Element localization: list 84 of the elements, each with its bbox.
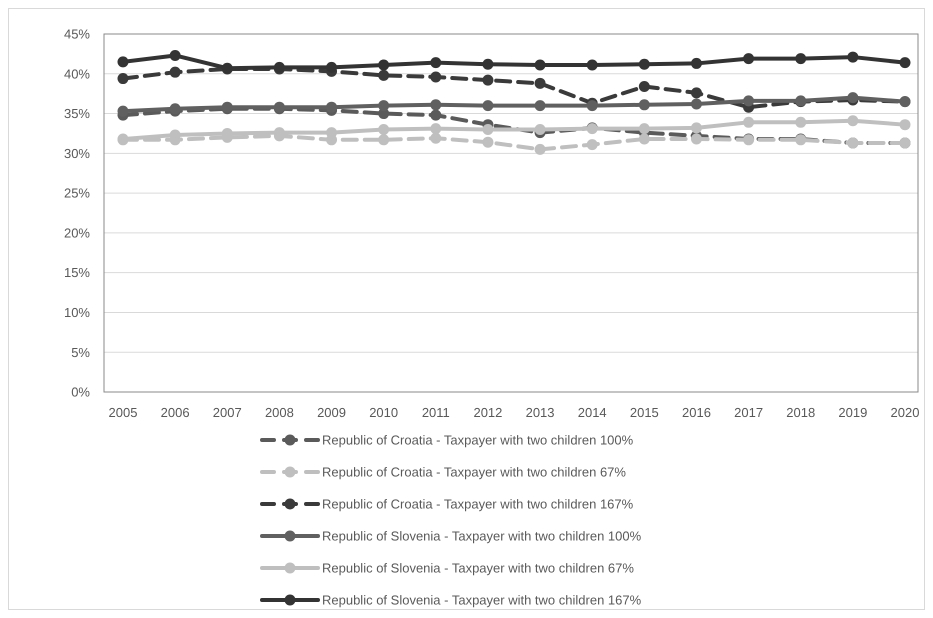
x-tick-label: 2015 [630,405,659,420]
point [430,71,442,82]
point [326,62,338,73]
point [534,124,546,135]
point [690,122,702,134]
point [378,60,390,71]
point [378,134,390,146]
legend-label: Republic of Slovenia - Taxpayer with two children 167% [322,592,642,608]
x-tick-label: 2008 [264,405,294,420]
x-tick-label: 2009 [317,405,346,420]
legend-label: Republic of Croatia - Taxpayer with two children 67% [322,464,626,480]
point [430,57,442,68]
point [170,50,181,61]
point [638,58,650,70]
point [743,53,754,64]
y-tick-label: 40% [64,66,90,82]
point [482,74,494,86]
point [170,66,181,78]
point [430,110,442,121]
y-tick-label: 45% [64,26,90,42]
legend-label: Republic of Croatia - Taxpayer with two children 167% [322,496,634,512]
point [586,139,598,150]
point [690,87,702,98]
y-tick-label: 15% [64,265,90,280]
point [847,52,858,63]
legend-label: Republic of Croatia - Taxpayer with two children 100% [322,432,634,448]
legend-label: Republic of Slovenia - Taxpayer with two children 100% [322,528,642,544]
point [326,102,338,113]
point [430,99,442,110]
point [378,100,390,112]
point [638,123,650,134]
point [534,144,546,155]
y-tick-label: 20% [64,225,90,240]
point [534,78,546,89]
point [534,60,546,71]
x-tick-label: 2012 [473,405,502,420]
point [378,124,390,135]
y-tick-label: 10% [64,304,90,320]
point [118,56,128,68]
point [900,119,910,130]
x-tick-label: 2020 [890,405,920,420]
point [482,136,494,148]
point [638,81,650,92]
point [170,103,181,114]
point [378,70,390,81]
legend-label: Republic of Slovenia - Taxpayer with two children 67% [322,560,634,576]
x-tick-label: 2017 [734,405,764,420]
point [482,58,494,70]
point [430,123,442,134]
point [534,100,546,112]
x-tick-label: 2014 [578,405,607,420]
x-tick-label: 2005 [108,405,138,420]
y-tick-label: 35% [64,106,90,122]
y-tick-label: 5% [71,344,90,360]
point [690,134,702,144]
x-tick-label: 2011 [422,405,450,420]
point [743,116,754,128]
y-tick-label: 30% [64,146,90,161]
point [795,116,806,128]
point [690,98,702,110]
point [847,115,858,126]
point [586,100,598,112]
point [586,60,598,71]
x-tick-label: 2018 [786,405,816,420]
x-tick-label: 2019 [838,405,868,420]
point [795,53,806,64]
point [118,73,128,84]
point [900,57,910,68]
point [743,95,754,106]
y-tick-label: 25% [64,186,90,201]
point [482,124,494,135]
point [638,134,650,144]
point [638,99,650,110]
point [690,58,702,69]
point [482,100,494,112]
y-tick-label: 0% [71,384,90,400]
x-tick-label: 2013 [526,405,555,420]
x-tick-label: 2007 [212,405,242,420]
x-tick-label: 2016 [682,405,711,420]
x-tick-label: 2010 [369,405,398,420]
point [430,132,442,144]
point [118,106,128,117]
point [847,92,858,104]
x-tick-label: 2006 [160,405,190,420]
